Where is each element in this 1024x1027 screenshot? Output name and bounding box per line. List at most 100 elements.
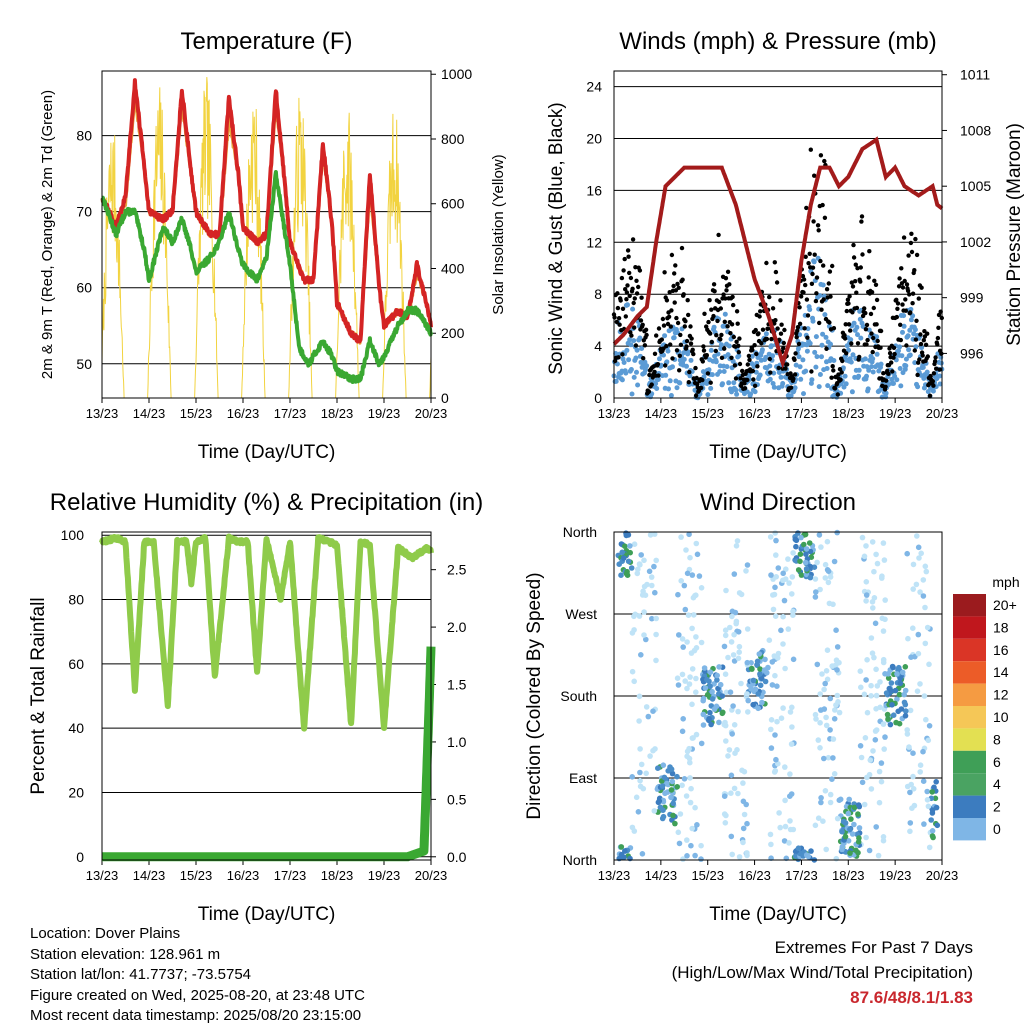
gust-point bbox=[925, 331, 930, 336]
direction-point bbox=[864, 657, 870, 663]
gust-point bbox=[679, 245, 685, 251]
direction-point bbox=[827, 791, 834, 798]
direction-point bbox=[762, 678, 769, 685]
wind-point bbox=[899, 353, 905, 359]
direction-point bbox=[830, 755, 836, 761]
gust-point bbox=[676, 285, 681, 290]
latlon-text: Station lat/lon: 41.7737; -73.5754 bbox=[30, 966, 252, 983]
gust-point bbox=[891, 345, 897, 350]
gust-point bbox=[894, 297, 899, 302]
wind-point bbox=[631, 374, 637, 380]
wind-point bbox=[809, 377, 815, 383]
gust-point bbox=[863, 327, 869, 332]
direction-point bbox=[815, 815, 822, 821]
location-text: Location: Dover Plains bbox=[30, 925, 181, 942]
gust-point bbox=[930, 379, 935, 384]
direction-point bbox=[904, 783, 911, 790]
direction-point bbox=[824, 538, 831, 545]
wind-point bbox=[681, 356, 687, 362]
gust-point bbox=[860, 252, 865, 257]
wind-point bbox=[709, 372, 715, 378]
gust-point bbox=[767, 356, 772, 362]
direction-point bbox=[688, 842, 694, 849]
direction-point bbox=[868, 682, 874, 689]
direction-point bbox=[633, 794, 640, 801]
gust-point bbox=[768, 370, 773, 375]
gust-point bbox=[715, 318, 720, 324]
direction-point bbox=[768, 726, 774, 733]
gust-point bbox=[804, 297, 810, 302]
direction-point bbox=[693, 689, 699, 695]
wind-point bbox=[807, 307, 813, 313]
gust-point bbox=[701, 348, 707, 353]
wind-point bbox=[644, 363, 650, 369]
gust-point bbox=[855, 266, 860, 271]
legend-label: 14 bbox=[993, 664, 1009, 680]
direction-point bbox=[722, 632, 729, 639]
wind-point bbox=[869, 364, 874, 370]
direction-point bbox=[926, 844, 933, 851]
direction-point bbox=[777, 824, 783, 831]
gust-point bbox=[704, 353, 709, 358]
gust-point bbox=[686, 312, 691, 318]
gust-point bbox=[718, 337, 723, 342]
gust-point bbox=[614, 319, 619, 325]
y-tick-label: 70 bbox=[76, 204, 92, 220]
wind-point bbox=[878, 361, 884, 367]
direction-point bbox=[773, 574, 779, 580]
direction-point bbox=[869, 650, 876, 656]
direction-point bbox=[689, 701, 695, 708]
wind-point bbox=[901, 323, 907, 329]
direction-point bbox=[731, 722, 738, 728]
direction-point bbox=[778, 715, 785, 721]
direction-point bbox=[740, 780, 746, 786]
direction-point bbox=[631, 613, 637, 620]
gust-point bbox=[826, 281, 831, 286]
direction-point bbox=[675, 591, 681, 598]
wind-point bbox=[864, 373, 869, 379]
direction-point bbox=[696, 573, 703, 579]
wind-point bbox=[808, 380, 814, 386]
gust-point bbox=[870, 349, 875, 355]
gust-point bbox=[633, 265, 638, 270]
gust-point bbox=[687, 369, 692, 375]
direction-point bbox=[776, 810, 782, 816]
direction-point bbox=[684, 639, 690, 645]
direction-point bbox=[756, 651, 763, 657]
gust-point bbox=[927, 393, 933, 398]
direction-point bbox=[772, 584, 778, 591]
direction-point bbox=[686, 531, 692, 538]
wind-point bbox=[722, 311, 728, 317]
direction-point bbox=[653, 615, 659, 622]
gust-point bbox=[623, 287, 628, 292]
gust-point bbox=[612, 315, 617, 320]
y-tick-label: 40 bbox=[68, 720, 84, 736]
x-tick-label: 14/23 bbox=[133, 868, 166, 883]
direction-point bbox=[744, 820, 750, 827]
gust-point bbox=[904, 282, 910, 287]
gust-point bbox=[689, 336, 694, 341]
gust-point bbox=[903, 308, 908, 313]
direction-point bbox=[847, 850, 853, 856]
wind-point bbox=[635, 382, 641, 388]
direction-point bbox=[700, 697, 706, 704]
wind-point bbox=[817, 293, 823, 299]
gust-point bbox=[723, 276, 729, 281]
panel-1: Temperature (F) Time (Day/UTC) 13/23 14/23 1… bbox=[39, 28, 507, 463]
gust-point bbox=[694, 375, 699, 381]
gust-point bbox=[709, 339, 714, 345]
direction-point bbox=[868, 693, 874, 699]
gust-point bbox=[617, 322, 622, 327]
wind-point bbox=[778, 374, 784, 380]
direction-point bbox=[830, 736, 837, 742]
direction-point bbox=[774, 718, 780, 725]
extremes-values: 87.6/48/8.1/1.83 bbox=[850, 988, 973, 1007]
gust-point bbox=[745, 377, 750, 383]
wind-point bbox=[801, 391, 806, 397]
direction-point bbox=[833, 627, 839, 633]
direction-point bbox=[918, 550, 924, 557]
wind-point bbox=[920, 364, 926, 370]
direction-point bbox=[873, 727, 880, 733]
y2-tick-label: 1005 bbox=[960, 178, 991, 194]
direction-point bbox=[839, 844, 846, 850]
